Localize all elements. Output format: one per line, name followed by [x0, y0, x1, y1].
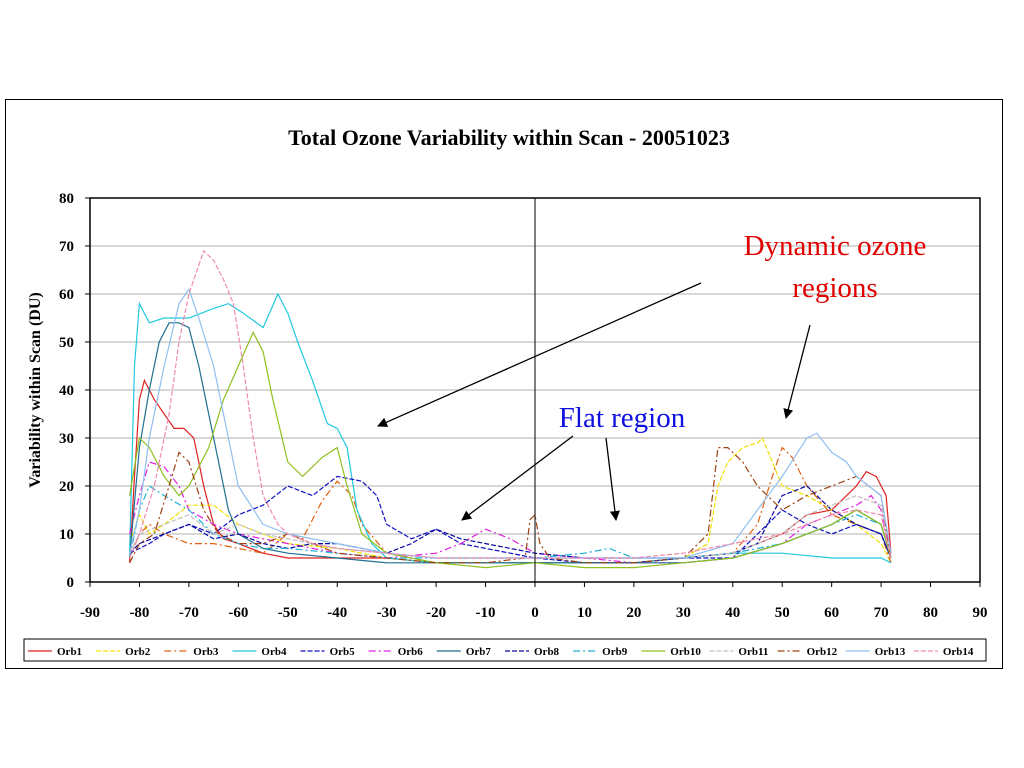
legend: Orb1 Orb2 Orb3 Orb4 Orb5 Orb6 Orb7 Orb8 Orb9 Orb1… [23, 638, 987, 662]
annotations: Dynamic ozone regions Flat region [377, 230, 927, 521]
arrow-dynamic-right [783, 324, 811, 419]
x-tick-label: 40 [725, 605, 740, 621]
legend-label-orb10: Orb10 [670, 646, 701, 658]
chart-frame: Total Ozone Variability within Scan - 20… [5, 99, 1003, 669]
annotation-flat-text: Flat region [559, 402, 686, 434]
y-tick-label: 80 [59, 191, 74, 207]
arrow-flat-left [461, 435, 574, 521]
x-tick-label: -80 [129, 605, 149, 621]
series-orb14-line [129, 249, 892, 559]
series-orb13-line [129, 287, 892, 559]
series-orb1-line [129, 378, 892, 564]
x-tick-label: 80 [923, 605, 938, 621]
x-tick-label: -30 [377, 605, 397, 621]
series-orb9-line [129, 485, 892, 559]
legend-label-orb11: Orb11 [738, 646, 768, 658]
y-tick-label: 50 [59, 335, 74, 351]
chart-title: Total Ozone Variability within Scan - 20… [288, 125, 730, 150]
legend-label-orb2: Orb2 [125, 646, 151, 658]
legend-box [23, 638, 987, 662]
x-tick-label: -10 [476, 605, 496, 621]
chart: Total Ozone Variability within Scan - 20… [23, 125, 988, 662]
x-tick-label: 0 [531, 605, 539, 621]
legend-label-orb8: Orb8 [534, 646, 560, 658]
legend-label-orb9: Orb9 [602, 646, 628, 658]
legend-label-orb1: Orb1 [57, 646, 82, 658]
arrow-dynamic-left [377, 282, 702, 427]
x-tick-label: 90 [973, 605, 988, 621]
annotation-dynamic-text: Dynamic ozone [744, 230, 927, 262]
legend-label-orb12: Orb12 [807, 646, 838, 658]
y-tick-label: 40 [59, 383, 74, 399]
legend-label-orb4: Orb4 [261, 646, 287, 658]
y-tick-label: 60 [59, 287, 74, 303]
x-tick-label: 70 [874, 605, 889, 621]
legend-label-orb6: Orb6 [398, 646, 424, 658]
legend-label-orb5: Orb5 [330, 646, 356, 658]
series-orb6-line [129, 461, 892, 564]
axes-layer [85, 197, 981, 587]
series-orb10-line [129, 331, 892, 569]
x-tick-label: 60 [824, 605, 839, 621]
series-orb12-line [129, 447, 892, 564]
x-tick-label: 50 [775, 605, 790, 621]
y-tick-label: 0 [67, 575, 75, 591]
legend-label-orb13: Orb13 [875, 646, 906, 658]
y-axis-label: Variability within Scan (DU) [27, 292, 44, 487]
x-tick-label: -20 [426, 605, 446, 621]
series-orb3-line [129, 446, 892, 564]
y-tick-label: 70 [59, 239, 74, 255]
y-tick-label: 30 [59, 431, 74, 447]
x-tick-label: -70 [179, 605, 199, 621]
annotation-dynamic-text: regions [792, 272, 877, 304]
arrow-flat-right [605, 437, 620, 521]
x-tick-label: -50 [278, 605, 298, 621]
y-tick-label: 20 [59, 479, 74, 495]
legend-label-orb7: Orb7 [466, 646, 492, 658]
x-tick-label: 30 [676, 605, 691, 621]
legend-label-orb14: Orb14 [943, 646, 974, 658]
x-tick-label: -90 [80, 605, 100, 621]
y-tick-label: 10 [59, 527, 74, 543]
x-tick-label: 20 [626, 605, 641, 621]
x-tick-label: -40 [327, 605, 347, 621]
series-orb5-line [129, 475, 892, 564]
tick-labels: -90 -80 -70 -60 -50 -40 -30 -20 -10 0 10 20 30 40 50 60… [59, 191, 988, 621]
series-orb8-line [129, 485, 892, 559]
legend-label-orb3: Orb3 [193, 646, 219, 658]
series-layer [129, 249, 892, 569]
x-tick-label: -60 [228, 605, 248, 621]
x-tick-label: 10 [577, 605, 592, 621]
series-orb4-line [129, 292, 892, 564]
